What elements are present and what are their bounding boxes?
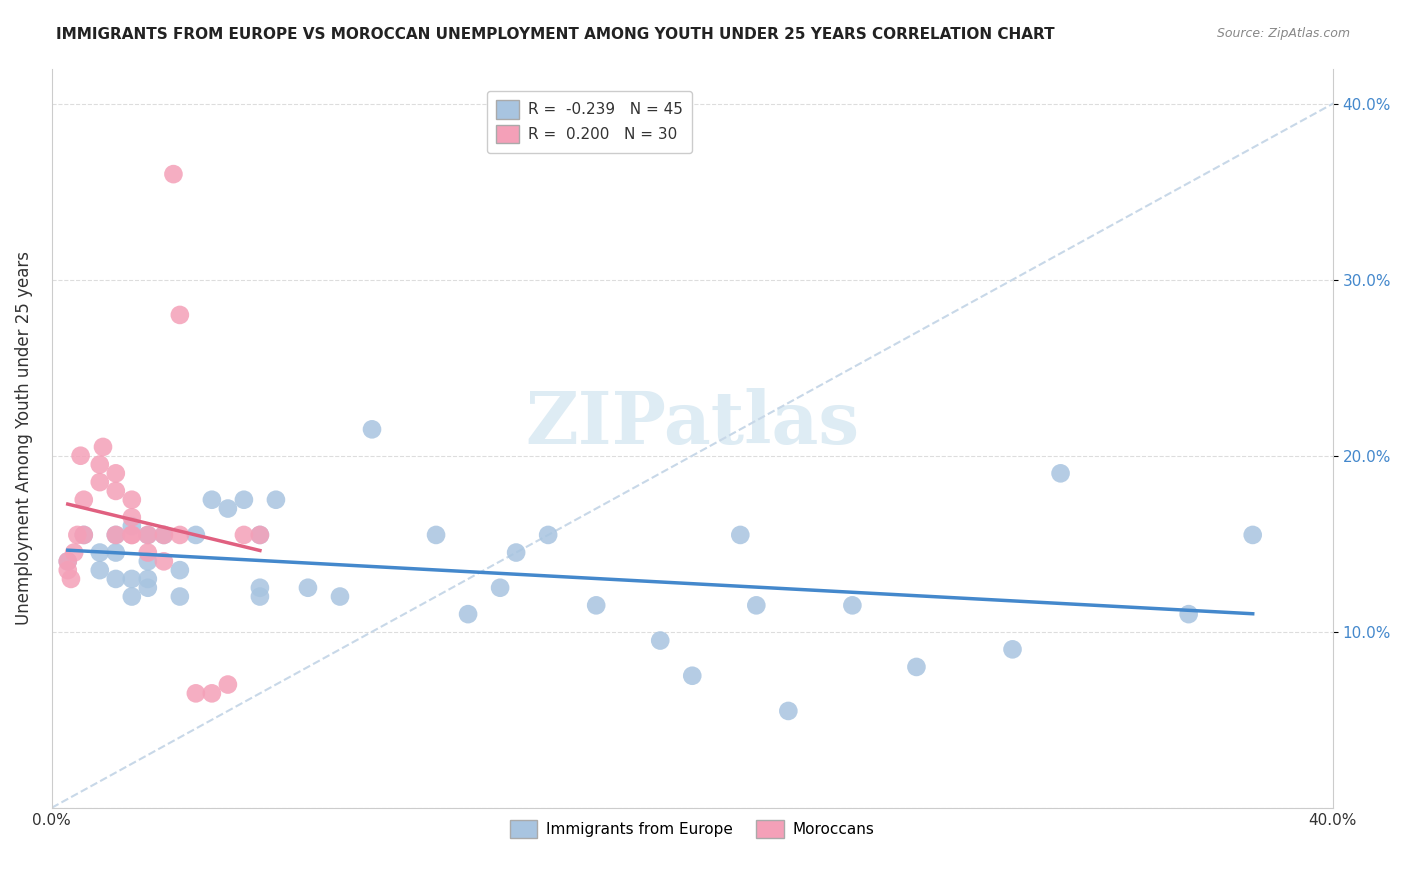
Point xyxy=(169,563,191,577)
Point xyxy=(1177,607,1199,621)
Point xyxy=(121,492,143,507)
Text: ZIPatlas: ZIPatlas xyxy=(526,388,859,458)
Point xyxy=(63,545,86,559)
Point xyxy=(329,590,352,604)
Point xyxy=(73,492,96,507)
Point xyxy=(169,528,191,542)
Y-axis label: Unemployment Among Youth under 25 years: Unemployment Among Youth under 25 years xyxy=(15,252,32,625)
Point xyxy=(585,599,607,613)
Text: IMMIGRANTS FROM EUROPE VS MOROCCAN UNEMPLOYMENT AMONG YOUTH UNDER 25 YEARS CORRE: IMMIGRANTS FROM EUROPE VS MOROCCAN UNEMP… xyxy=(56,27,1054,42)
Point xyxy=(153,528,176,542)
Point xyxy=(136,554,159,568)
Point xyxy=(169,308,191,322)
Point xyxy=(201,492,224,507)
Point xyxy=(56,563,79,577)
Point xyxy=(89,475,111,490)
Point xyxy=(489,581,512,595)
Point xyxy=(201,686,224,700)
Point xyxy=(104,467,127,481)
Point xyxy=(104,528,127,542)
Point xyxy=(69,449,91,463)
Point xyxy=(121,519,143,533)
Point xyxy=(104,483,127,498)
Point xyxy=(59,572,82,586)
Point xyxy=(425,528,447,542)
Point xyxy=(121,528,143,542)
Point xyxy=(153,528,176,542)
Point xyxy=(905,660,928,674)
Point xyxy=(136,528,159,542)
Point xyxy=(1001,642,1024,657)
Point xyxy=(121,528,143,542)
Point xyxy=(264,492,287,507)
Point xyxy=(232,528,254,542)
Point xyxy=(505,545,527,559)
Point xyxy=(89,458,111,472)
Point xyxy=(745,599,768,613)
Point xyxy=(89,545,111,559)
Point xyxy=(249,590,271,604)
Point xyxy=(217,677,239,691)
Point xyxy=(730,528,752,542)
Point xyxy=(169,590,191,604)
Point xyxy=(56,554,79,568)
Point xyxy=(184,686,207,700)
Point xyxy=(66,528,89,542)
Point xyxy=(104,545,127,559)
Point xyxy=(184,528,207,542)
Point xyxy=(121,572,143,586)
Point xyxy=(217,501,239,516)
Point xyxy=(232,492,254,507)
Point xyxy=(650,633,672,648)
Point xyxy=(136,572,159,586)
Point xyxy=(537,528,560,542)
Point xyxy=(841,599,863,613)
Point xyxy=(457,607,479,621)
Text: Source: ZipAtlas.com: Source: ZipAtlas.com xyxy=(1216,27,1350,40)
Point xyxy=(136,528,159,542)
Point xyxy=(249,581,271,595)
Point xyxy=(89,563,111,577)
Point xyxy=(136,545,159,559)
Point xyxy=(73,528,96,542)
Point xyxy=(153,554,176,568)
Point xyxy=(56,554,79,568)
Point xyxy=(121,590,143,604)
Point xyxy=(361,422,384,436)
Point xyxy=(1049,467,1071,481)
Point xyxy=(104,572,127,586)
Point xyxy=(91,440,114,454)
Legend: Immigrants from Europe, Moroccans: Immigrants from Europe, Moroccans xyxy=(503,814,882,845)
Point xyxy=(249,528,271,542)
Point xyxy=(104,528,127,542)
Point xyxy=(73,528,96,542)
Point xyxy=(121,510,143,524)
Point xyxy=(162,167,184,181)
Point xyxy=(249,528,271,542)
Point xyxy=(681,669,703,683)
Point xyxy=(297,581,319,595)
Point xyxy=(136,581,159,595)
Point xyxy=(1241,528,1264,542)
Point xyxy=(778,704,800,718)
